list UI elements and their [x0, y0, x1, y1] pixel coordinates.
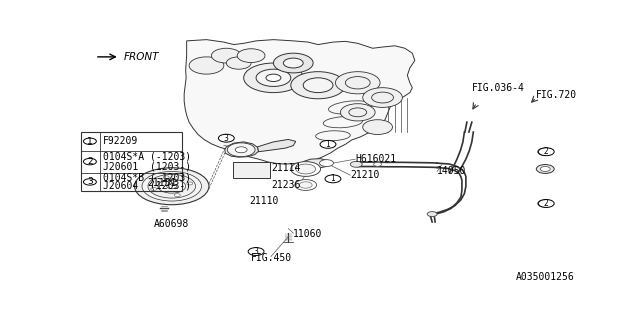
- Bar: [233, 162, 270, 178]
- Circle shape: [536, 164, 554, 173]
- Circle shape: [83, 179, 97, 185]
- Circle shape: [538, 148, 553, 156]
- Circle shape: [291, 162, 321, 176]
- Text: 21110: 21110: [249, 196, 278, 206]
- Circle shape: [350, 161, 362, 167]
- Text: H616021: H616021: [355, 154, 396, 164]
- Circle shape: [163, 176, 169, 179]
- Circle shape: [295, 180, 317, 190]
- Bar: [81, 132, 182, 191]
- Text: 2: 2: [544, 199, 548, 208]
- Text: 0104S*A (-1203): 0104S*A (-1203): [103, 152, 191, 162]
- Circle shape: [236, 147, 247, 153]
- Text: 3: 3: [224, 134, 228, 143]
- Circle shape: [83, 138, 97, 144]
- Text: A035001256: A035001256: [516, 272, 575, 282]
- Circle shape: [325, 175, 341, 183]
- Circle shape: [167, 184, 177, 189]
- Circle shape: [227, 57, 251, 69]
- Text: 2: 2: [544, 147, 548, 156]
- Circle shape: [174, 194, 180, 197]
- Circle shape: [187, 182, 193, 185]
- Circle shape: [428, 212, 437, 217]
- Circle shape: [538, 148, 554, 156]
- Text: A60698: A60698: [154, 220, 189, 229]
- Circle shape: [134, 168, 209, 205]
- Text: 1: 1: [331, 174, 335, 183]
- Text: 21151: 21151: [147, 178, 177, 188]
- Text: FIG.036-4: FIG.036-4: [472, 83, 525, 93]
- Circle shape: [538, 200, 553, 207]
- Text: 21210: 21210: [350, 170, 380, 180]
- Text: F92209: F92209: [103, 136, 138, 146]
- Text: 1: 1: [87, 137, 93, 146]
- Circle shape: [83, 158, 97, 165]
- Text: 1: 1: [326, 140, 330, 149]
- Text: FIG.450: FIG.450: [250, 253, 292, 263]
- Circle shape: [363, 120, 392, 134]
- Circle shape: [346, 76, 370, 89]
- Text: 21114: 21114: [271, 163, 300, 173]
- Circle shape: [284, 58, 303, 68]
- Circle shape: [142, 172, 202, 201]
- Circle shape: [296, 164, 316, 174]
- Circle shape: [538, 200, 554, 207]
- Circle shape: [256, 69, 291, 86]
- Circle shape: [158, 179, 186, 193]
- Circle shape: [303, 78, 333, 92]
- Text: J20601  (1203-): J20601 (1203-): [103, 162, 191, 172]
- Circle shape: [237, 49, 265, 62]
- Circle shape: [211, 48, 241, 63]
- Circle shape: [320, 140, 336, 148]
- Text: 0104S*B (-1203): 0104S*B (-1203): [103, 173, 191, 183]
- Text: J20604  (1203-): J20604 (1203-): [103, 181, 191, 191]
- Circle shape: [266, 74, 281, 82]
- Circle shape: [291, 72, 346, 99]
- Circle shape: [374, 162, 381, 166]
- Text: 21236: 21236: [271, 180, 301, 190]
- Polygon shape: [257, 140, 296, 152]
- Circle shape: [244, 63, 303, 92]
- Circle shape: [349, 108, 367, 117]
- Text: 14050: 14050: [437, 166, 467, 176]
- Polygon shape: [301, 159, 329, 169]
- Circle shape: [340, 104, 375, 121]
- Text: FRONT: FRONT: [124, 52, 159, 62]
- Circle shape: [189, 57, 224, 74]
- Text: FIG.720: FIG.720: [536, 90, 577, 100]
- Circle shape: [335, 72, 380, 94]
- Circle shape: [372, 92, 394, 103]
- Circle shape: [273, 53, 313, 73]
- Circle shape: [148, 174, 196, 198]
- Text: 11060: 11060: [293, 229, 323, 239]
- Circle shape: [319, 160, 333, 166]
- Circle shape: [300, 182, 312, 188]
- Text: 2: 2: [87, 157, 93, 166]
- Polygon shape: [184, 40, 415, 164]
- Polygon shape: [225, 142, 259, 157]
- Circle shape: [363, 88, 403, 108]
- Circle shape: [540, 166, 550, 172]
- Circle shape: [227, 143, 255, 157]
- Circle shape: [151, 188, 157, 190]
- Circle shape: [248, 248, 264, 255]
- Text: 3: 3: [87, 177, 93, 187]
- Text: 3: 3: [253, 247, 259, 256]
- Circle shape: [218, 134, 234, 142]
